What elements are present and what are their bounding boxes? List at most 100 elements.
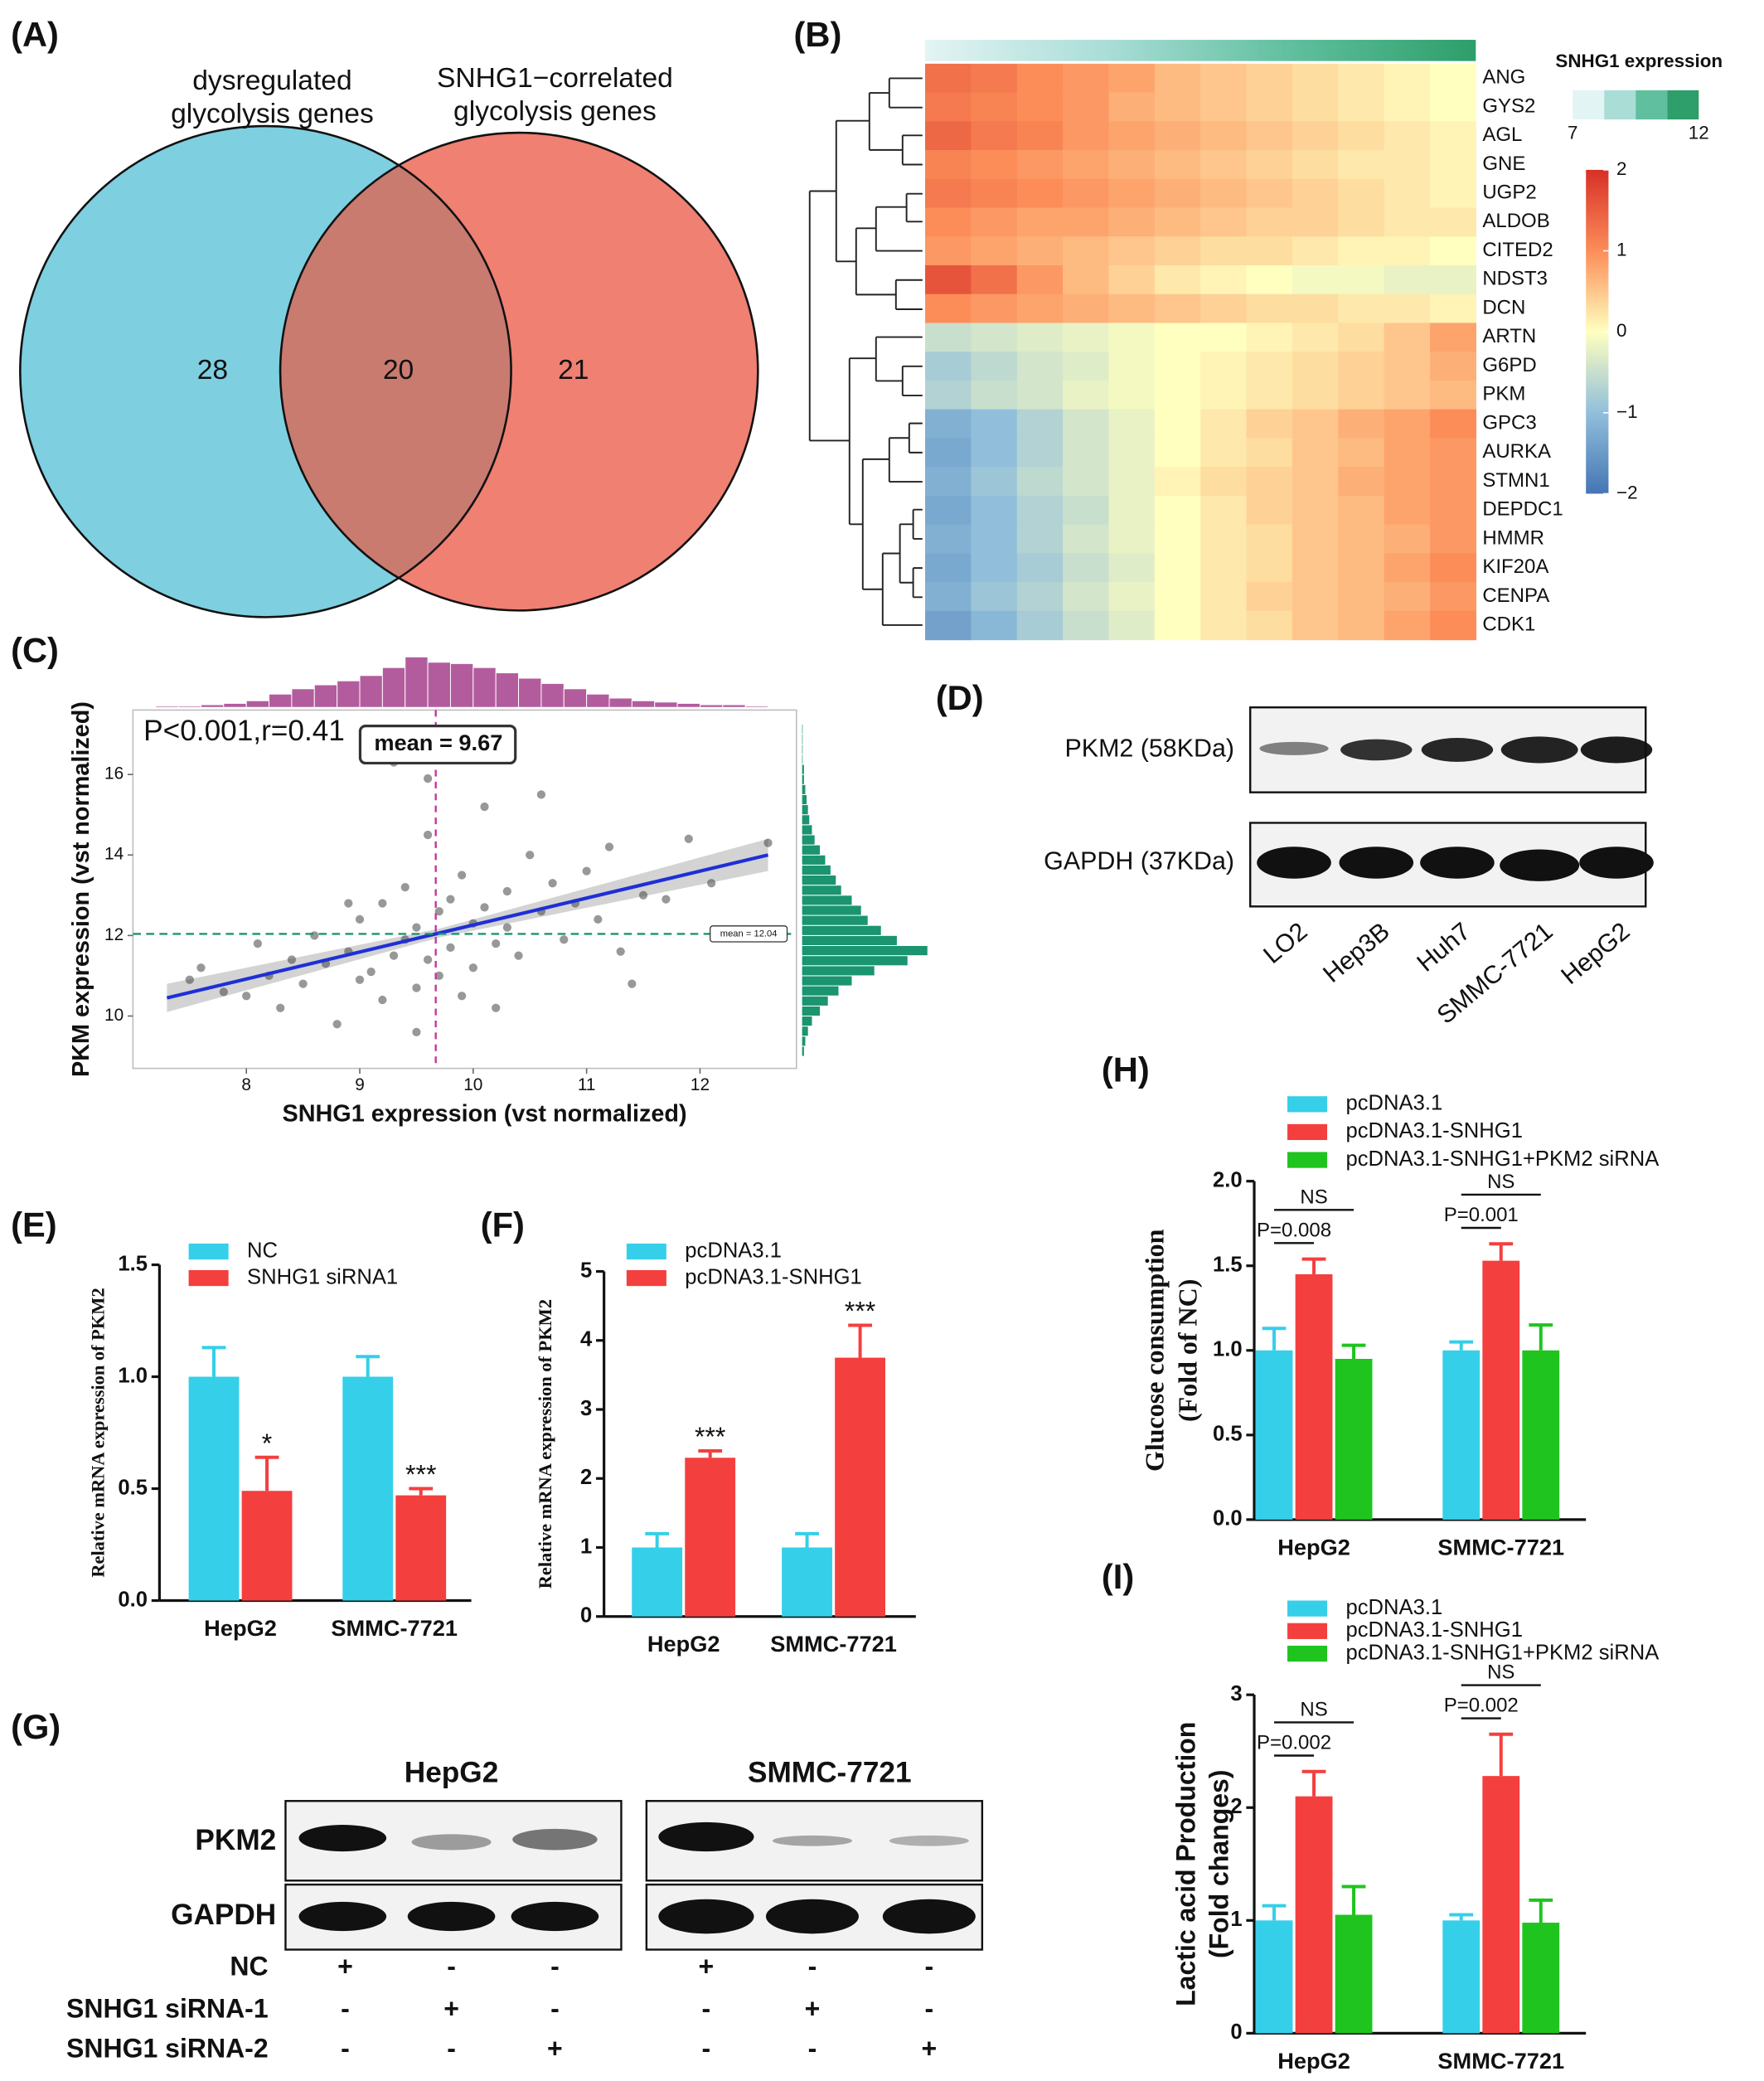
heat-cell [1108, 467, 1156, 497]
heat-cell [1108, 121, 1156, 151]
heat-cell [1429, 380, 1476, 410]
legend-swatch [1287, 1123, 1328, 1141]
heat-cell [1200, 178, 1248, 209]
y-tick-label: 12 [104, 925, 124, 944]
legend-label: pcDNA3.1-SNHG1+PKM2 siRNA [1345, 1641, 1660, 1664]
mean-label: mean = 12.04 [720, 929, 778, 939]
histogram-bar [801, 783, 807, 795]
band [411, 1834, 492, 1851]
condition-label: NC [230, 1951, 268, 1981]
condition-sign: + [547, 2034, 563, 2064]
heat-cell [1108, 409, 1156, 439]
colorbar-tick-label: 1 [1616, 239, 1626, 260]
heat-cell [1154, 352, 1201, 381]
band [1579, 846, 1654, 879]
heat-cell [1246, 150, 1293, 180]
point [434, 971, 443, 981]
condition-sign: + [699, 1951, 715, 1981]
heat-cell [1154, 264, 1201, 295]
band [658, 1821, 754, 1852]
x-tick-label: 9 [355, 1075, 365, 1094]
heat-cell [1338, 92, 1385, 122]
heat-cell [1384, 495, 1431, 526]
heat-cell [971, 323, 1018, 352]
condition-sign: - [808, 2034, 817, 2064]
significance: * [262, 1429, 272, 1458]
heat-cell [971, 63, 1018, 94]
heat-cell [1154, 467, 1201, 497]
heat-cell [1200, 467, 1248, 497]
x-tick-label: SMMC-7721 [1437, 2048, 1564, 2074]
mean-label: mean = 9.67 [374, 730, 502, 755]
set-label: dysregulated [192, 65, 351, 96]
condition-sign: + [337, 1951, 353, 1981]
heat-cell [1292, 178, 1339, 209]
heat-cell [1429, 264, 1476, 295]
heat-cell [1246, 495, 1293, 526]
histogram-bar [801, 895, 853, 906]
histogram-bar [801, 965, 875, 977]
row-label: STMN1 [1482, 469, 1549, 492]
point [446, 895, 455, 904]
band [1420, 846, 1495, 879]
heat-cell [1200, 495, 1248, 526]
heat-cell [1200, 92, 1248, 122]
heat-cell [1292, 323, 1339, 352]
heat-cell [1246, 610, 1293, 641]
band [1259, 741, 1329, 755]
heat-cell [1108, 323, 1156, 352]
blot-row-label: PKM2 [195, 1824, 276, 1856]
heat-cell [1063, 352, 1110, 381]
band [1421, 738, 1494, 762]
histogram-bar [801, 875, 837, 886]
significance: *** [695, 1422, 725, 1452]
heat-cell [971, 121, 1018, 151]
heat-cell [925, 293, 972, 324]
histogram-bar [245, 700, 270, 708]
legend-swatch [1287, 1623, 1328, 1639]
row-label: CENPA [1482, 585, 1549, 607]
heat-cell [971, 352, 1018, 381]
histogram-bar [801, 1045, 805, 1057]
point [355, 914, 365, 924]
bar [1522, 1350, 1560, 1520]
heat-cell [971, 92, 1018, 122]
legend-label: pcDNA3.1-SNHG1 [685, 1265, 861, 1288]
histogram-bar [200, 704, 225, 708]
histogram-bar [359, 675, 383, 708]
condition-sign: - [702, 2034, 711, 2064]
heat-cell [1016, 63, 1064, 94]
heat-cell [1338, 582, 1385, 612]
heat-cell [1292, 610, 1339, 641]
point [616, 947, 625, 956]
heat-cell [1292, 293, 1339, 324]
heat-cell [1246, 207, 1293, 237]
bracket-label: P=0.002 [1444, 1695, 1519, 1717]
histogram-bar [801, 723, 804, 735]
row-label: CITED2 [1482, 239, 1553, 261]
heat-cell [1246, 409, 1293, 439]
heat-cell [1292, 380, 1339, 410]
heat-cell [1016, 264, 1064, 295]
heat-cell [971, 610, 1018, 641]
venn-count: 28 [197, 355, 228, 386]
point [468, 963, 477, 973]
row-label: ARTN [1482, 325, 1536, 347]
row-label: ANG [1482, 66, 1525, 89]
heat-cell [1063, 150, 1110, 180]
point [389, 951, 399, 960]
heat-cell [1154, 524, 1201, 554]
condition-sign: + [805, 1994, 821, 2024]
panel-label: (C) [11, 631, 59, 670]
point [287, 955, 297, 964]
heat-cell [1200, 264, 1248, 295]
y-tick-label: 2.0 [1213, 1168, 1243, 1191]
heat-cell [1063, 610, 1110, 641]
heat-cell [1108, 92, 1156, 122]
y-tick-label: 0.5 [118, 1476, 148, 1499]
heat-cell [1292, 524, 1339, 554]
bar [342, 1376, 394, 1601]
heat-cell [1016, 582, 1064, 612]
heat-cell [1016, 178, 1064, 209]
group-label: HepG2 [405, 1757, 498, 1789]
